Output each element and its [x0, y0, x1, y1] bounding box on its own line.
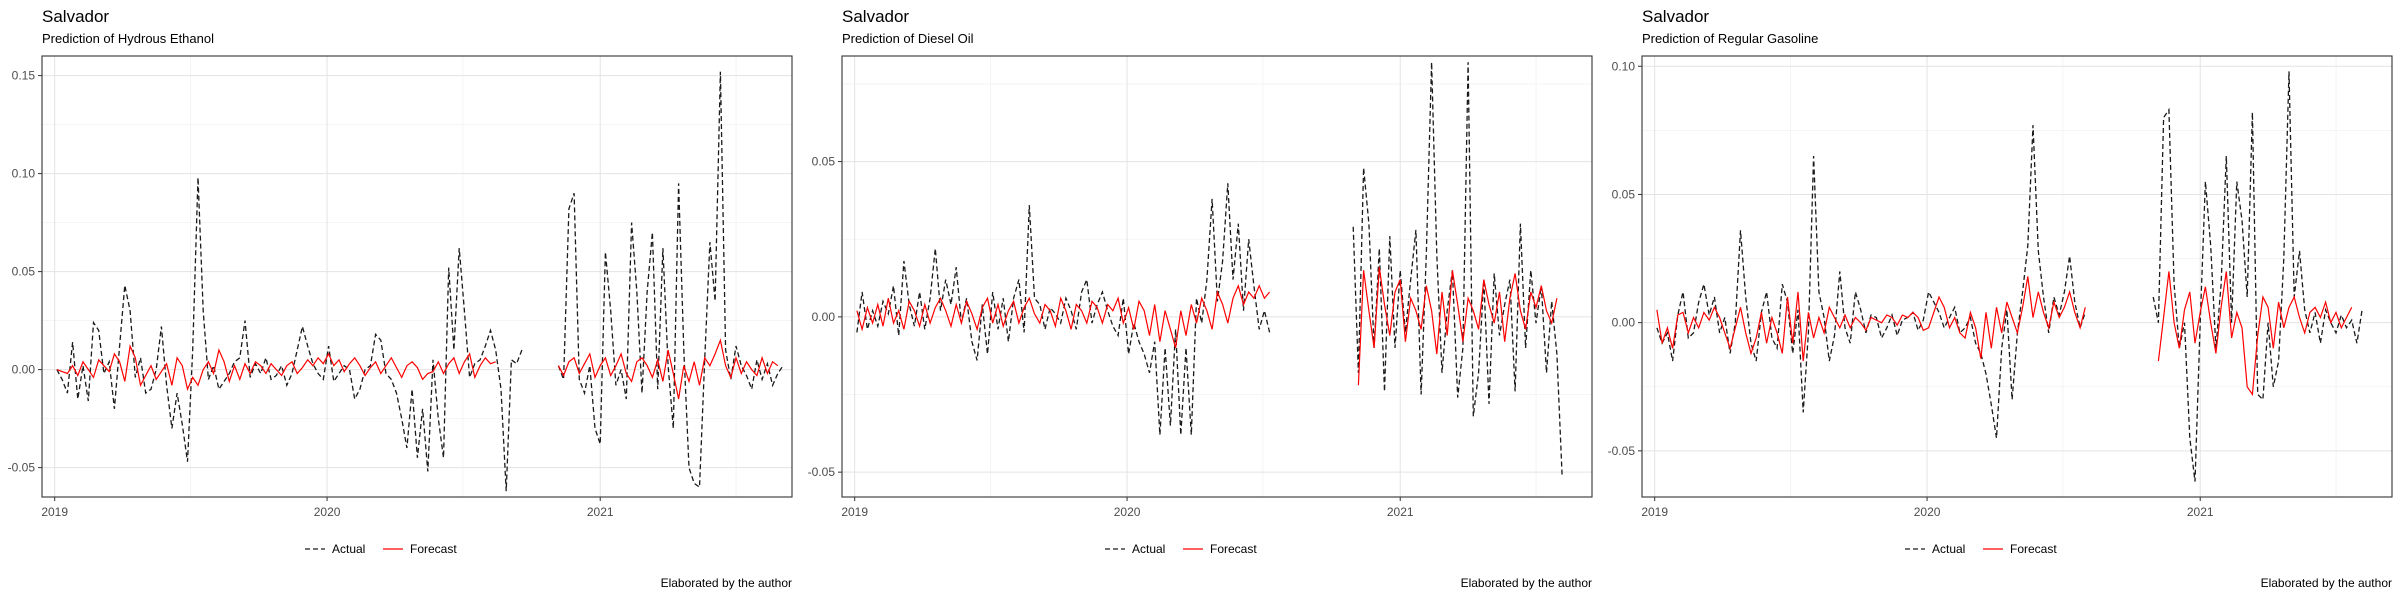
x-tick-label: 2019	[1641, 505, 1668, 519]
chart-title: Salvador	[1642, 7, 1709, 26]
legend: Actual Forecast	[1105, 542, 1257, 556]
legend: Actual Forecast	[1905, 542, 2057, 556]
grid	[842, 56, 1592, 497]
chart-panel-1: Salvador Prediction of Hydrous Ethanol -0.…	[8, 7, 793, 590]
series-line-forecast-1	[56, 343, 496, 392]
series-forecast	[856, 267, 1558, 386]
series-actual	[856, 62, 1563, 476]
series-line-actual-2	[557, 71, 784, 489]
x-tick-label: 2019	[41, 505, 68, 519]
series-line-forecast-2	[2157, 271, 2353, 397]
series-line-actual-2	[2152, 71, 2363, 482]
chart-panel-2: Salvador Prediction of Diesel Oil -0.05 0.0…	[808, 7, 1593, 590]
series-forecast	[1656, 271, 2353, 397]
y-tick-label: 0.15	[12, 69, 36, 83]
series-line-actual-1	[1656, 125, 2086, 439]
plot-border	[841, 55, 1593, 498]
chart-caption: Elaborated by the author	[1461, 576, 1592, 590]
x-tick-label: 2019	[841, 505, 868, 519]
x-tick-label: 2021	[587, 505, 614, 519]
y-tick-label: 0.05	[812, 155, 836, 169]
y-tick-label: -0.05	[1608, 444, 1636, 458]
grid	[42, 56, 792, 497]
series-actual	[1656, 71, 2363, 482]
series-line-actual-2	[1352, 62, 1563, 476]
chart-subtitle: Prediction of Regular Gasoline	[1642, 31, 1818, 46]
series-line-forecast-1	[856, 283, 1271, 349]
series-line-actual-1	[856, 183, 1271, 435]
series-line-forecast-2	[1357, 267, 1558, 386]
chart-subtitle: Prediction of Diesel Oil	[842, 31, 974, 46]
legend-label-forecast: Forecast	[410, 542, 457, 556]
series-line-forecast-2	[557, 338, 779, 400]
legend-label-actual: Actual	[1132, 542, 1165, 556]
y-tick-label: 0.00	[12, 363, 36, 377]
series-line-forecast-1	[1656, 276, 2086, 362]
x-tick-label: 2020	[1914, 505, 1941, 519]
chart-title: Salvador	[42, 7, 109, 26]
grid	[1642, 56, 2392, 497]
chart-caption: Elaborated by the author	[661, 576, 792, 590]
x-tick-label: 2021	[1387, 505, 1414, 519]
series-line-actual-1	[56, 177, 523, 492]
x-tick-label: 2020	[314, 505, 341, 519]
y-tick-label: 0.10	[12, 167, 36, 181]
plot-border	[1641, 55, 2393, 498]
y-tick-label: 0.10	[1612, 59, 1636, 73]
chart-caption: Elaborated by the author	[2261, 576, 2392, 590]
legend: Actual Forecast	[305, 542, 457, 556]
legend-label-forecast: Forecast	[1210, 542, 1257, 556]
y-tick-label: -0.05	[808, 465, 836, 479]
legend-label-actual: Actual	[1932, 542, 1965, 556]
y-tick-label: 0.05	[1612, 187, 1636, 201]
x-tick-label: 2020	[1114, 505, 1141, 519]
chart-title: Salvador	[842, 7, 909, 26]
y-tick-label: -0.05	[8, 461, 36, 475]
y-tick-label: 0.00	[1612, 316, 1636, 330]
y-tick-label: 0.05	[12, 265, 36, 279]
y-tick-label: 0.00	[812, 310, 836, 324]
legend-label-forecast: Forecast	[2010, 542, 2057, 556]
chart-panel-3: Salvador Prediction of Regular Gasoline -0…	[1608, 7, 2393, 590]
series-forecast	[56, 338, 779, 400]
x-tick-label: 2021	[2187, 505, 2214, 519]
chart-subtitle: Prediction of Hydrous Ethanol	[42, 31, 214, 46]
series-actual	[56, 71, 784, 492]
plot-border	[41, 55, 793, 498]
legend-label-actual: Actual	[332, 542, 365, 556]
